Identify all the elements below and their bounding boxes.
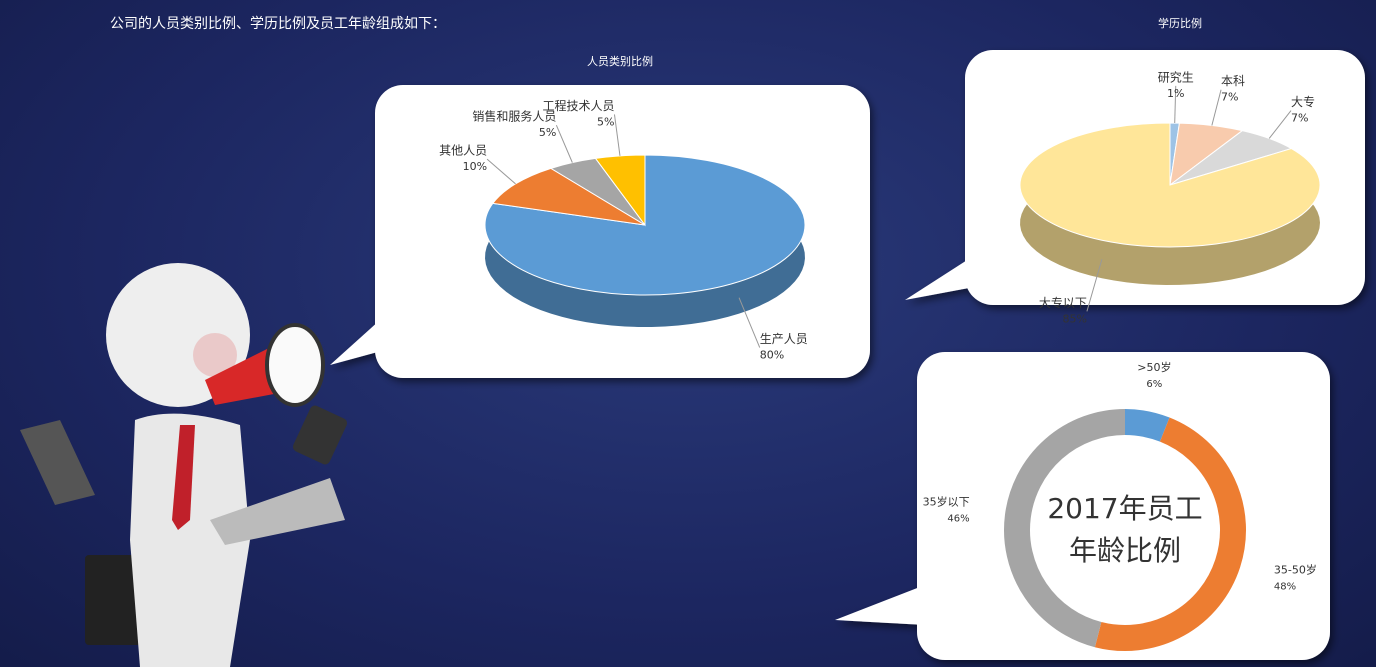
category-label: 销售和服务人员 xyxy=(472,109,556,124)
pie-slice xyxy=(491,167,646,226)
category-label: 其他人员 xyxy=(439,144,487,158)
category-label: >50岁 xyxy=(1137,360,1171,374)
figure xyxy=(20,263,348,667)
leader-line xyxy=(613,114,621,156)
category-label: 工程技术人员 xyxy=(542,98,614,113)
value-label: 5% xyxy=(539,126,556,139)
value-label: 80% xyxy=(760,349,784,362)
value-label: 5% xyxy=(597,115,614,128)
slide-title: 公司的人员类别比例、学历比例及员工年龄组成如下： xyxy=(110,16,446,32)
leader-line xyxy=(1086,259,1103,312)
chart-title: 人员类别比例 xyxy=(587,54,653,68)
category-label: 大专以下 xyxy=(1039,295,1087,310)
leader-line xyxy=(555,125,573,163)
donut-center-title: 2017年员工年龄比例 xyxy=(1047,492,1203,567)
category-label: 研究生 xyxy=(1158,69,1194,84)
chart-title: 学历比例 xyxy=(1158,16,1202,30)
leader-line xyxy=(486,158,516,185)
category-label: 35岁以下 xyxy=(923,494,970,508)
leader-line xyxy=(1268,110,1292,139)
value-label: 10% xyxy=(463,160,487,173)
value-label: 46% xyxy=(947,513,969,524)
pie-slice xyxy=(1019,122,1321,248)
category-label: 生产人员 xyxy=(760,332,808,346)
pie-slice xyxy=(594,154,646,227)
donut-segment xyxy=(1094,417,1247,651)
leader-line xyxy=(738,297,761,348)
value-label: 1% xyxy=(1167,87,1184,100)
value-label: 6% xyxy=(1146,379,1162,390)
donut-segment xyxy=(1124,409,1170,442)
category-label: 大专 xyxy=(1291,94,1315,109)
value-label: 7% xyxy=(1291,112,1308,125)
leader-line xyxy=(1211,89,1222,126)
value-label: 48% xyxy=(1274,581,1296,592)
donut-segment xyxy=(1004,409,1126,648)
category-label: 本科 xyxy=(1221,74,1245,88)
value-label: 7% xyxy=(1221,91,1238,104)
leader-line xyxy=(1174,85,1177,124)
value-label: 85% xyxy=(1062,312,1086,325)
category-label: 35-50岁 xyxy=(1274,562,1317,576)
